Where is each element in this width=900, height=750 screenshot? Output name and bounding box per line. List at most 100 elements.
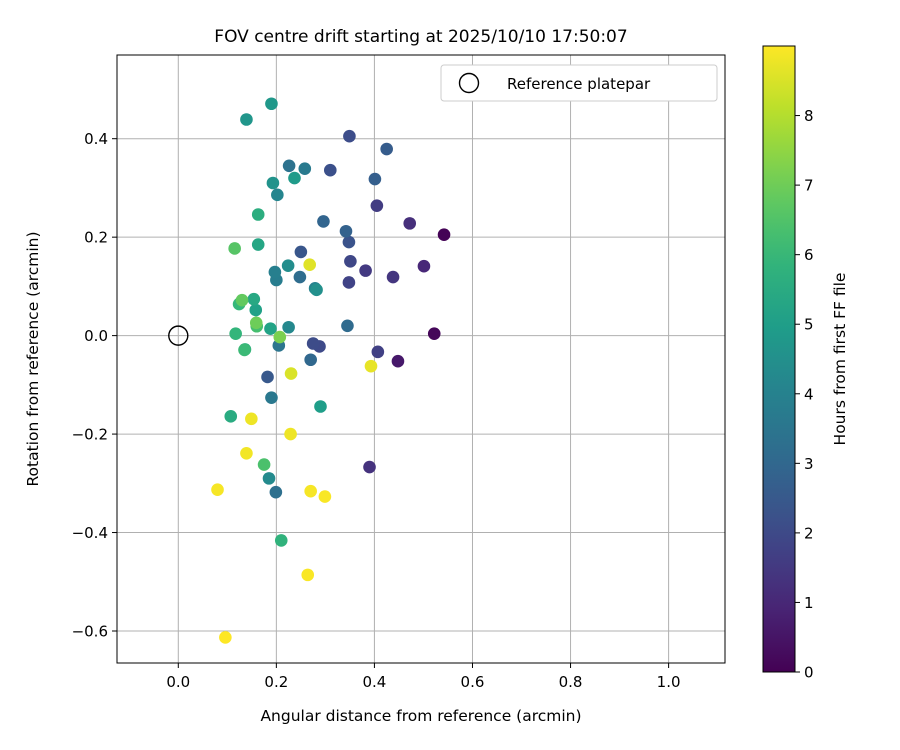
colorbar-label: Hours from first FF file — [831, 273, 849, 446]
data-point — [262, 472, 276, 485]
data-point — [339, 224, 353, 238]
data-point — [323, 163, 337, 177]
y-tick-label: −0.4 — [72, 524, 108, 542]
data-point — [240, 113, 253, 126]
data-point — [380, 142, 393, 156]
data-point — [266, 176, 280, 190]
x-tick-label: 0.4 — [362, 673, 386, 691]
data-point — [301, 568, 315, 582]
data-point — [364, 359, 378, 373]
data-point — [264, 322, 277, 336]
data-point — [359, 264, 372, 277]
data-point — [265, 97, 278, 111]
data-point — [249, 316, 263, 330]
data-point — [303, 258, 316, 272]
x-tick-label: 0.2 — [264, 673, 288, 691]
y-axis-label: Rotation from reference (arcmin) — [24, 231, 42, 486]
data-point — [341, 319, 354, 333]
colorbar-tick-label: 6 — [804, 246, 814, 264]
data-point — [368, 172, 382, 186]
colorbar-tick-label: 0 — [804, 664, 814, 682]
reference-marker — [168, 325, 189, 346]
data-point — [342, 235, 356, 249]
data-point — [228, 242, 241, 255]
data-point — [371, 345, 385, 359]
y-tick-label: 0.0 — [84, 327, 108, 345]
data-point — [219, 631, 232, 644]
colorbar-tick-label: 1 — [804, 594, 814, 612]
legend-marker — [458, 72, 480, 94]
data-point — [370, 199, 384, 212]
data-point — [265, 391, 278, 404]
data-point — [304, 353, 317, 367]
data-point — [318, 490, 332, 503]
y-tick-label: 0.4 — [84, 130, 108, 148]
data-point — [284, 367, 298, 380]
data-point — [294, 245, 308, 259]
data-point — [257, 458, 271, 471]
data-point — [417, 259, 431, 273]
data-point — [284, 427, 297, 441]
data-point — [229, 327, 242, 340]
x-tick-label: 0.0 — [166, 673, 190, 691]
data-point — [363, 460, 376, 474]
data-point — [224, 410, 238, 423]
data-point — [274, 534, 288, 547]
data-point — [304, 484, 317, 498]
data-point — [342, 276, 356, 289]
data-point — [282, 159, 296, 173]
colorbar-tick-label: 8 — [804, 107, 814, 125]
colorbar-tick-label: 4 — [804, 385, 814, 403]
data-point — [403, 217, 417, 230]
colorbar-bar — [762, 45, 796, 673]
y-tick-label: −0.6 — [72, 623, 108, 641]
colorbar-tick-label: 2 — [804, 524, 814, 542]
x-tick-label: 1.0 — [657, 673, 681, 691]
colorbar-tick-label: 7 — [804, 177, 814, 195]
x-tick-label: 0.6 — [461, 673, 485, 691]
data-point — [273, 330, 287, 344]
data-point — [391, 354, 405, 368]
data-point — [235, 293, 249, 307]
y-tick-label: 0.2 — [84, 229, 108, 247]
data-point — [269, 485, 283, 499]
data-point — [238, 343, 251, 357]
data-point — [343, 129, 356, 143]
chart-title: FOV centre drift starting at 2025/10/10 … — [214, 27, 627, 47]
data-point — [251, 238, 265, 251]
data-point — [344, 254, 357, 268]
data-point — [245, 412, 258, 426]
data-point — [386, 270, 400, 284]
legend: Reference platepar — [440, 64, 718, 102]
data-point — [298, 162, 312, 176]
data-point — [240, 446, 253, 460]
data-point — [268, 265, 282, 279]
legend-box — [440, 64, 718, 102]
data-point — [437, 228, 451, 241]
axes-frame — [116, 54, 726, 664]
data-point — [288, 171, 301, 185]
x-axis-label: Angular distance from reference (arcmin) — [260, 707, 581, 725]
data-point — [247, 292, 261, 306]
colorbar-tick-label: 3 — [804, 455, 814, 473]
plot-area: 0.0 0.2 0.4 0.6 0.8 1.0 −0.6 −0.4 −0.2 0.0 0.2 0.4 — [72, 54, 726, 691]
data-point — [251, 208, 265, 221]
data-point — [427, 327, 441, 340]
data-point — [306, 337, 320, 350]
y-tick-label: −0.2 — [72, 426, 108, 444]
data-point — [282, 320, 295, 334]
data-point — [310, 283, 323, 297]
data-point — [271, 188, 284, 202]
x-tick-label: 0.8 — [559, 673, 583, 691]
data-point — [314, 400, 327, 413]
colorbar-tick-label: 5 — [804, 316, 814, 334]
data-point — [281, 259, 295, 273]
data-point — [261, 370, 274, 384]
data-point — [293, 270, 307, 284]
data-point — [317, 215, 330, 228]
data-point — [211, 483, 224, 497]
legend-label: Reference platepar — [507, 75, 651, 93]
colorbar: 0 1 2 3 4 5 6 7 8 — [762, 45, 814, 682]
data-point — [249, 303, 263, 317]
